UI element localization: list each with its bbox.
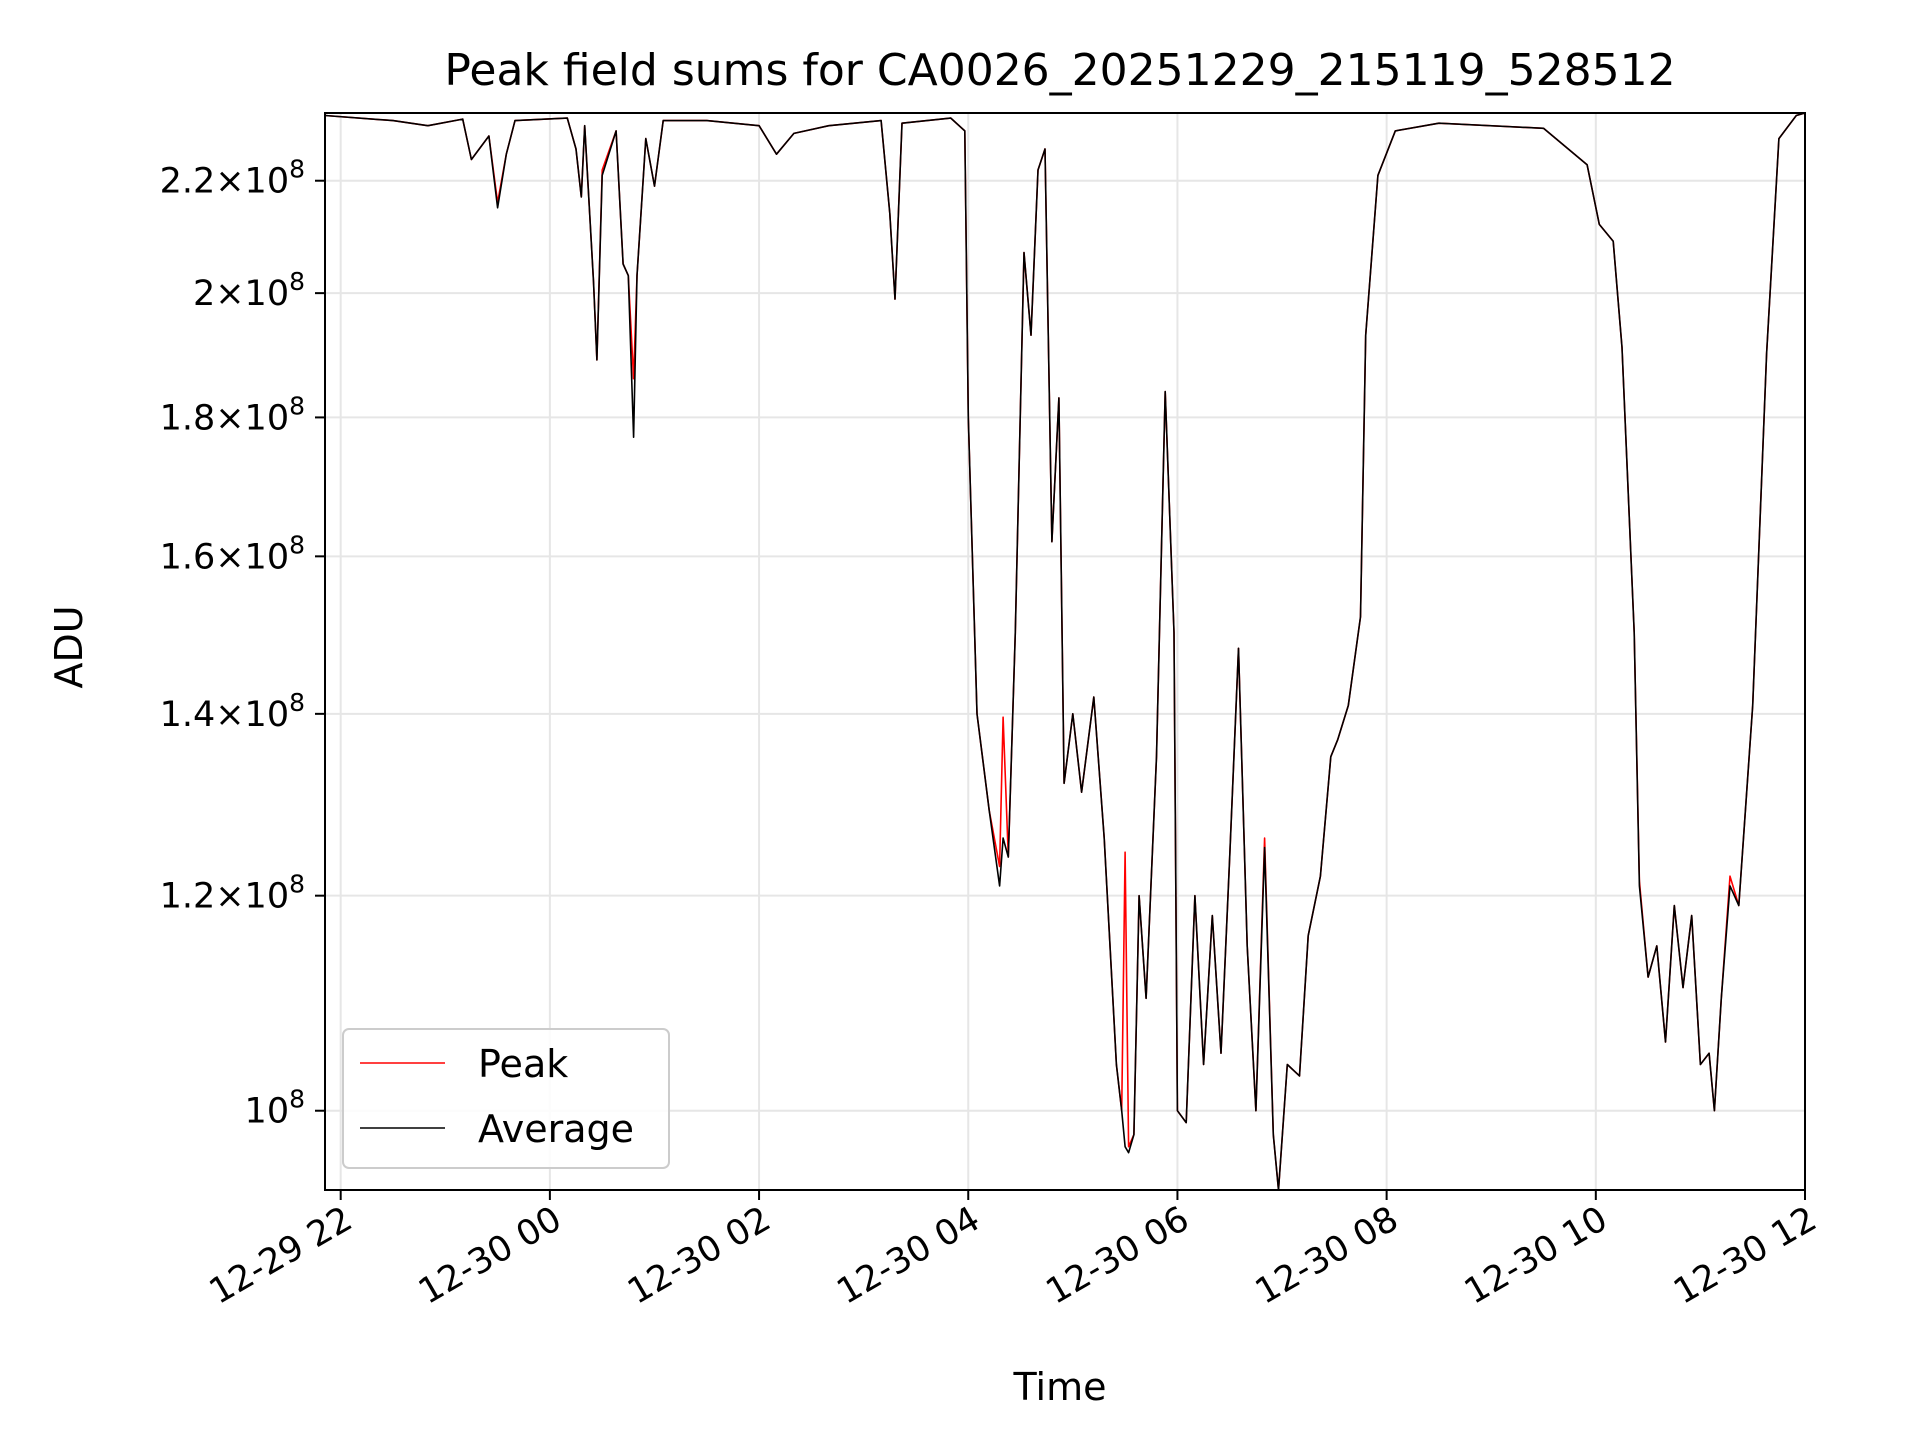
series-line-average [324, 112, 1806, 1191]
series-layer [324, 112, 1806, 1191]
y-tick-label: 1.6×108 [160, 530, 305, 577]
y-axis-label: ADU [47, 605, 91, 688]
y-tick-label: 1.4×108 [160, 688, 305, 735]
x-axis-label: Time [1013, 1365, 1107, 1409]
y-tick-label: 2.2×108 [160, 155, 305, 202]
y-tick-label: 1.2×108 [160, 870, 305, 917]
y-tick-label: 108 [245, 1085, 305, 1132]
plot-frame [324, 112, 1806, 1191]
chart-title: Peak field sums for CA0026_20251229_2151… [444, 45, 1675, 96]
legend-label-peak: Peak [478, 1042, 568, 1086]
y-tick-label: 1.8×108 [160, 391, 305, 438]
y-tick-label: 2×108 [193, 267, 305, 314]
legend: Peak Average [342, 1028, 670, 1169]
legend-label-average: Average [478, 1107, 634, 1151]
y-axis: 108 1.2×108 1.4×108 1.6×108 1.8×108 2×108 2.2×… [160, 155, 325, 1132]
